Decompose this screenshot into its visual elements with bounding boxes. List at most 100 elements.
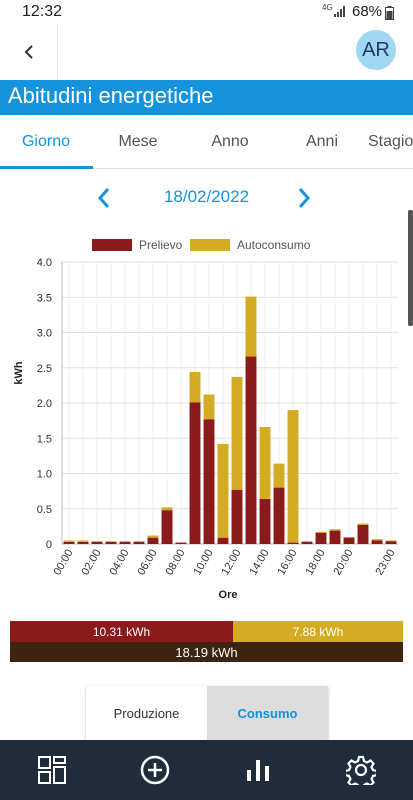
- x-tick-label: 12:00: [219, 548, 243, 578]
- bar-autoconsumo-23:00: [385, 540, 397, 542]
- active-tab-indicator: [0, 166, 93, 169]
- legend-label-prelievo: Prelievo: [139, 238, 183, 252]
- bar-prelievo-18:00: [315, 532, 327, 544]
- nav-dashboard-button[interactable]: [0, 740, 103, 800]
- production-consumption-toggle: Produzione Consumo: [86, 686, 328, 740]
- bar-autoconsumo-05:00: [133, 541, 145, 542]
- tab-anno[interactable]: Anno: [211, 133, 249, 150]
- bar-prelievo-13:00: [245, 356, 257, 544]
- nav-add-button[interactable]: [103, 740, 206, 800]
- app-bar: AR: [0, 24, 413, 80]
- y-axis-title: kWh: [13, 361, 25, 385]
- y-tick-label: 4.0: [37, 257, 52, 269]
- legend-label-autoconsumo: Autoconsumo: [237, 238, 311, 252]
- chevron-right-icon: [298, 188, 311, 208]
- bar-autoconsumo-07:00: [161, 507, 173, 511]
- autoconsumo-total: 7.88 kWh: [233, 621, 403, 642]
- tab-stagioni[interactable]: Stagioni: [368, 115, 413, 168]
- bar-autoconsumo-10:00: [203, 394, 215, 420]
- y-tick-label: 0.5: [37, 504, 52, 516]
- bar-autoconsumo-06:00: [147, 535, 159, 538]
- battery-icon: [385, 6, 394, 20]
- bar-autoconsumo-09:00: [189, 371, 201, 403]
- bottom-navigation: [0, 740, 413, 800]
- bar-prelievo-06:00: [147, 537, 159, 544]
- avatar[interactable]: AR: [356, 30, 396, 70]
- tab-giorno[interactable]: Giorno: [21, 133, 71, 150]
- tab-mese[interactable]: Mese: [118, 133, 158, 150]
- bar-autoconsumo-19:00: [329, 529, 341, 531]
- bar-prelievo-08:00: [175, 542, 187, 544]
- bar-autoconsumo-15:00: [273, 463, 285, 488]
- bar-autoconsumo-01:00: [77, 540, 89, 542]
- period-tabs: Giorno Mese Anno Anni Stagioni: [0, 115, 413, 169]
- x-tick-label: 10:00: [191, 548, 215, 578]
- x-tick-label: 14:00: [247, 548, 271, 578]
- chevron-left-icon: [97, 188, 110, 208]
- previous-date-button[interactable]: [92, 184, 116, 212]
- bar-prelievo-04:00: [119, 541, 131, 544]
- nav-settings-button[interactable]: [309, 740, 412, 800]
- dashboard-grid-icon: [37, 756, 66, 784]
- x-tick-label: 06:00: [135, 548, 159, 578]
- scrollbar[interactable]: [408, 210, 413, 326]
- bar-prelievo-09:00: [189, 402, 201, 544]
- prelievo-total: 10.31 kWh: [10, 621, 233, 642]
- x-axis-title: Ore: [219, 589, 238, 601]
- x-tick-label: 18:00: [303, 548, 327, 578]
- bar-prelievo-22:00: [371, 540, 383, 544]
- bar-prelievo-20:00: [343, 537, 355, 544]
- y-tick-label: 2.5: [37, 363, 52, 375]
- consumo-option[interactable]: Consumo: [207, 686, 328, 740]
- network-indicator: 4G: [322, 3, 333, 12]
- bar-prelievo-14:00: [259, 498, 271, 544]
- bar-autoconsumo-21:00: [357, 523, 369, 525]
- chevron-left-icon: [24, 45, 33, 59]
- bar-prelievo-23:00: [385, 541, 397, 544]
- back-button[interactable]: [0, 24, 58, 80]
- bar-prelievo-15:00: [273, 487, 285, 544]
- nav-charts-button[interactable]: [206, 740, 309, 800]
- legend-swatch-prelievo: [92, 239, 132, 251]
- bar-prelievo-02:00: [91, 541, 103, 544]
- battery-percentage: 68%: [352, 3, 383, 20]
- page-title: Abitudini energetiche: [8, 83, 214, 108]
- bar-prelievo-17:00: [301, 541, 313, 544]
- x-tick-label: 23:00: [373, 548, 397, 578]
- date-navigation: 18/02/2022: [0, 180, 413, 216]
- bar-autoconsumo-11:00: [217, 443, 229, 538]
- bar-autoconsumo-02:00: [91, 541, 103, 542]
- y-tick-label: 3.5: [37, 292, 52, 304]
- bar-autoconsumo-03:00: [105, 541, 117, 542]
- tab-anni[interactable]: Anni: [305, 133, 339, 150]
- x-tick-label: 20:00: [331, 548, 355, 578]
- bar-autoconsumo-04:00: [119, 541, 131, 542]
- next-date-button[interactable]: [292, 184, 316, 212]
- energy-bar-chart: Prelievo Autoconsumo 0 0.5 1.0 1.5 2.0 2.5 3.0 3.…: [13, 238, 398, 601]
- y-tick-label: 0: [46, 539, 52, 551]
- bar-prelievo-12:00: [231, 489, 243, 544]
- bar-prelievo-07:00: [161, 510, 173, 544]
- y-tick-label: 2.0: [37, 398, 52, 410]
- bar-autoconsumo-18:00: [315, 532, 327, 533]
- tab-stagioni-label: Stagioni: [368, 133, 413, 150]
- signal-icon: [334, 6, 345, 17]
- bar-autoconsumo-12:00: [231, 376, 243, 490]
- bar-autoconsumo-00:00: [63, 540, 75, 542]
- bar-autoconsumo-20:00: [343, 536, 355, 538]
- status-bar: 12:32 4G 68%: [0, 0, 413, 24]
- title-bar: Abitudini energetiche: [0, 80, 413, 115]
- x-tick-label: 04:00: [107, 548, 131, 578]
- produzione-option[interactable]: Produzione: [86, 686, 207, 740]
- bar-autoconsumo-16:00: [287, 410, 299, 543]
- legend-swatch-autoconsumo: [190, 239, 230, 251]
- y-tick-label: 3.0: [37, 328, 52, 340]
- bar-prelievo-01:00: [77, 541, 89, 544]
- status-time: 12:32: [22, 3, 63, 20]
- x-tick-label: 16:00: [275, 548, 299, 578]
- bar-chart-icon: [246, 760, 269, 781]
- bar-prelievo-00:00: [63, 541, 75, 544]
- bar-prelievo-16:00: [287, 542, 299, 544]
- selected-date[interactable]: 18/02/2022: [163, 187, 250, 206]
- bar-prelievo-21:00: [357, 524, 369, 544]
